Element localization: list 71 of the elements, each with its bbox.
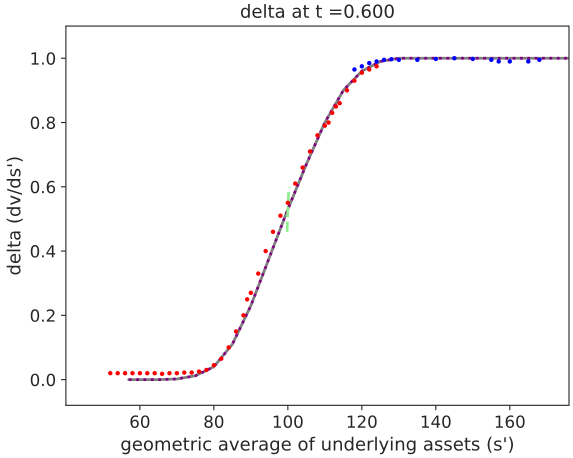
point [374, 64, 379, 68]
point [248, 290, 254, 296]
point [489, 58, 494, 62]
point [382, 58, 386, 62]
point [389, 57, 394, 62]
point [182, 370, 186, 375]
point [145, 370, 150, 376]
point [352, 67, 357, 72]
point [360, 70, 364, 75]
x-tick-label: 160 [496, 415, 525, 428]
point [344, 88, 350, 93]
y-tick-label: 0.0 [30, 374, 56, 386]
point [337, 101, 342, 106]
y-tick-label: 0.2 [30, 309, 55, 322]
point [537, 58, 542, 62]
point [152, 370, 157, 376]
point [160, 372, 164, 376]
point [326, 120, 331, 125]
point [138, 370, 142, 376]
point [130, 370, 135, 376]
point [367, 60, 372, 66]
x-tick-label: 100 [274, 415, 303, 428]
point [374, 59, 379, 64]
x-tick-label: 60 [130, 415, 150, 428]
point [263, 248, 268, 254]
x-tick-label: 80 [204, 415, 224, 428]
point [508, 59, 512, 64]
y-tick-label: 1.0 [32, 52, 56, 65]
y-axis-title: delta (dv/ds') [6, 157, 23, 275]
point [204, 368, 209, 372]
y-tick-label: 0.4 [30, 245, 56, 258]
x-tick-label: 140 [422, 415, 451, 428]
point [278, 214, 283, 218]
x-tick-label: 120 [348, 415, 377, 428]
point [360, 64, 364, 68]
point [122, 370, 128, 376]
point [452, 56, 457, 60]
point [212, 362, 216, 368]
point [334, 104, 338, 109]
point [286, 200, 290, 206]
point [244, 297, 250, 302]
point [167, 370, 172, 376]
point [308, 149, 312, 154]
point [256, 271, 260, 276]
point [189, 370, 194, 375]
point [396, 58, 402, 62]
point [434, 56, 438, 62]
point [219, 356, 224, 361]
point [415, 58, 420, 62]
point [300, 165, 305, 170]
point [226, 345, 231, 350]
point [322, 124, 328, 128]
y-tick-label: 0.6 [30, 180, 56, 194]
point [115, 370, 120, 376]
point [352, 78, 357, 83]
point [196, 369, 202, 374]
chart-title: delta at t =0.600 [240, 4, 394, 18]
point [270, 230, 276, 234]
x-axis-title: geometric average of underlying assets (s') [121, 436, 513, 454]
point [293, 181, 298, 186]
point [108, 370, 112, 376]
point [315, 133, 320, 138]
point [241, 313, 246, 318]
point [174, 370, 180, 376]
point [330, 110, 334, 116]
point [526, 59, 530, 64]
y-tick-label: 0.8 [30, 116, 56, 130]
point [470, 56, 476, 62]
point [496, 59, 501, 64]
point [234, 329, 238, 334]
point [367, 67, 372, 72]
